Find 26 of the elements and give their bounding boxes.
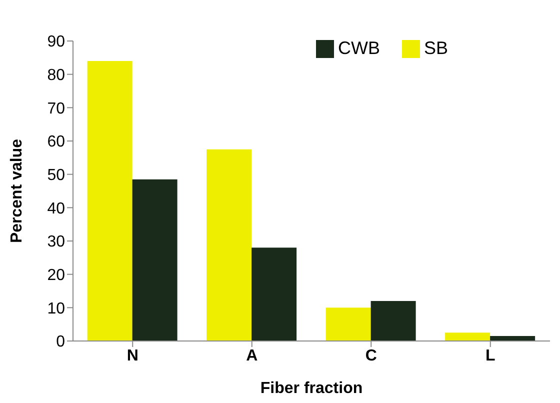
y-tick-label: 60 (47, 134, 66, 151)
bar (132, 179, 178, 341)
x-tick-label: A (246, 347, 258, 364)
x-tick-label: L (485, 347, 496, 364)
legend-label: SB (424, 38, 448, 58)
y-tick-label: 70 (47, 100, 66, 118)
x-tick-label: N (126, 347, 138, 364)
y-tick-label: 50 (47, 167, 66, 184)
bar (206, 149, 252, 341)
legend-label: CWB (338, 38, 380, 58)
y-tick-label: 80 (47, 67, 66, 84)
y-tick-label: 90 (47, 34, 66, 51)
bar (326, 308, 371, 341)
y-tick-label: 0 (56, 334, 66, 351)
y-tick-label: 30 (47, 234, 66, 251)
bar (445, 332, 490, 341)
x-tick-label: C (365, 347, 378, 364)
y-tick-label: 20 (47, 267, 66, 284)
y-axis-title: Percent value (8, 138, 26, 244)
y-tick-label: 40 (47, 200, 66, 218)
bar (252, 248, 297, 341)
y-tick-label: 10 (47, 300, 66, 318)
bar (87, 61, 132, 341)
bar (370, 301, 416, 341)
bar (490, 336, 536, 341)
x-axis-title: Fiber fraction (260, 380, 363, 397)
